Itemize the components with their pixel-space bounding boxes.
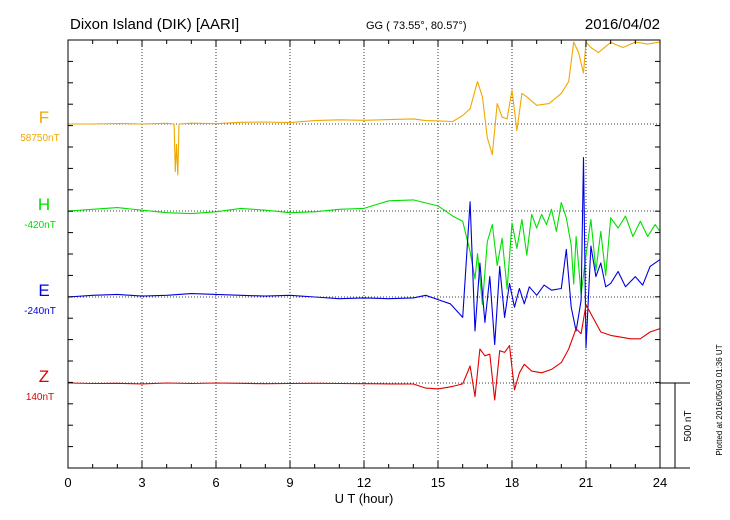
x-tick-label: 24 (653, 475, 667, 490)
trace-e (67, 157, 661, 349)
x-tick-label: 21 (579, 475, 593, 490)
station-title: Dixon Island (DIK) [AARI] (70, 16, 239, 33)
series-baseline-f: 58750nT (20, 133, 59, 144)
trace-h (67, 199, 661, 306)
trace-layer (67, 41, 661, 401)
x-tick-label: 18 (505, 475, 519, 490)
series-baseline-h: -420nT (24, 220, 56, 231)
x-tick-label: 12 (357, 475, 371, 490)
x-tick-label: 0 (64, 475, 71, 490)
series-baseline-z: 140nT (26, 392, 54, 403)
series-name-h: H (38, 195, 50, 214)
plotted-timestamp: Plotted at 2016/05/03 01:36 UT (715, 344, 724, 455)
series-name-z: Z (39, 367, 49, 386)
scale-bar: 500 nT (660, 382, 694, 469)
x-tick-label: 9 (286, 475, 293, 490)
tick-layer: 0 3 6 9 12 15 18 21 24 (64, 39, 667, 490)
x-tick-label: 3 (138, 475, 145, 490)
scale-bar-label: 500 nT (683, 410, 694, 441)
trace-f (68, 41, 661, 176)
trace-z (67, 304, 661, 401)
x-tick-label: 6 (212, 475, 219, 490)
series-name-e: E (38, 281, 49, 300)
series-name-f: F (39, 108, 49, 127)
x-axis-label: U T (hour) (335, 491, 394, 506)
plot-date: 2016/04/02 (585, 16, 660, 33)
series-label-layer: F 58750nT H -420nT E -240nT Z 140nT (20, 108, 59, 403)
station-coordinates: GG ( 73.55°, 80.57°) (366, 20, 467, 32)
series-baseline-e: -240nT (24, 306, 56, 317)
x-tick-label: 15 (431, 475, 445, 490)
grid-layer (68, 40, 660, 468)
